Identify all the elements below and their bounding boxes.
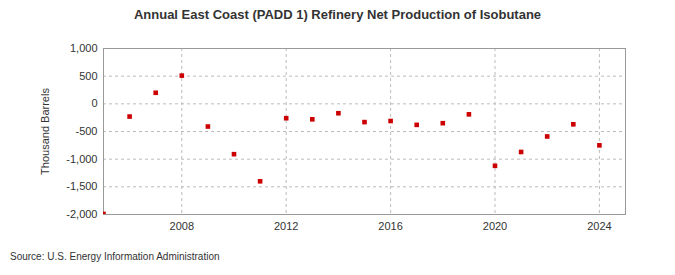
svg-text:Thousand Barrels: Thousand Barrels — [39, 88, 51, 175]
html-text:Annual East Coast (PADD 1) Ref: Annual East Coast (PADD 1) Refinery Net … — [133, 7, 542, 22]
svg-text:-500: -500 — [75, 125, 97, 137]
svg-text:-2,000: -2,000 — [66, 208, 97, 220]
svg-text:1,000: 1,000 — [70, 42, 98, 54]
svg-text:0: 0 — [91, 97, 97, 109]
svg-text:2012: 2012 — [274, 220, 298, 232]
svg-text:2016: 2016 — [378, 220, 402, 232]
svg-text:500: 500 — [79, 70, 97, 82]
svg-text:-1,500: -1,500 — [66, 180, 97, 192]
html-text:Source: U.S. Energy Informatio: Source: U.S. Energy Information Administ… — [10, 251, 220, 262]
svg-text:2008: 2008 — [170, 220, 194, 232]
svg-text:-1,000: -1,000 — [66, 153, 97, 165]
svg-text:2024: 2024 — [587, 220, 611, 232]
svg-text:2020: 2020 — [483, 220, 507, 232]
